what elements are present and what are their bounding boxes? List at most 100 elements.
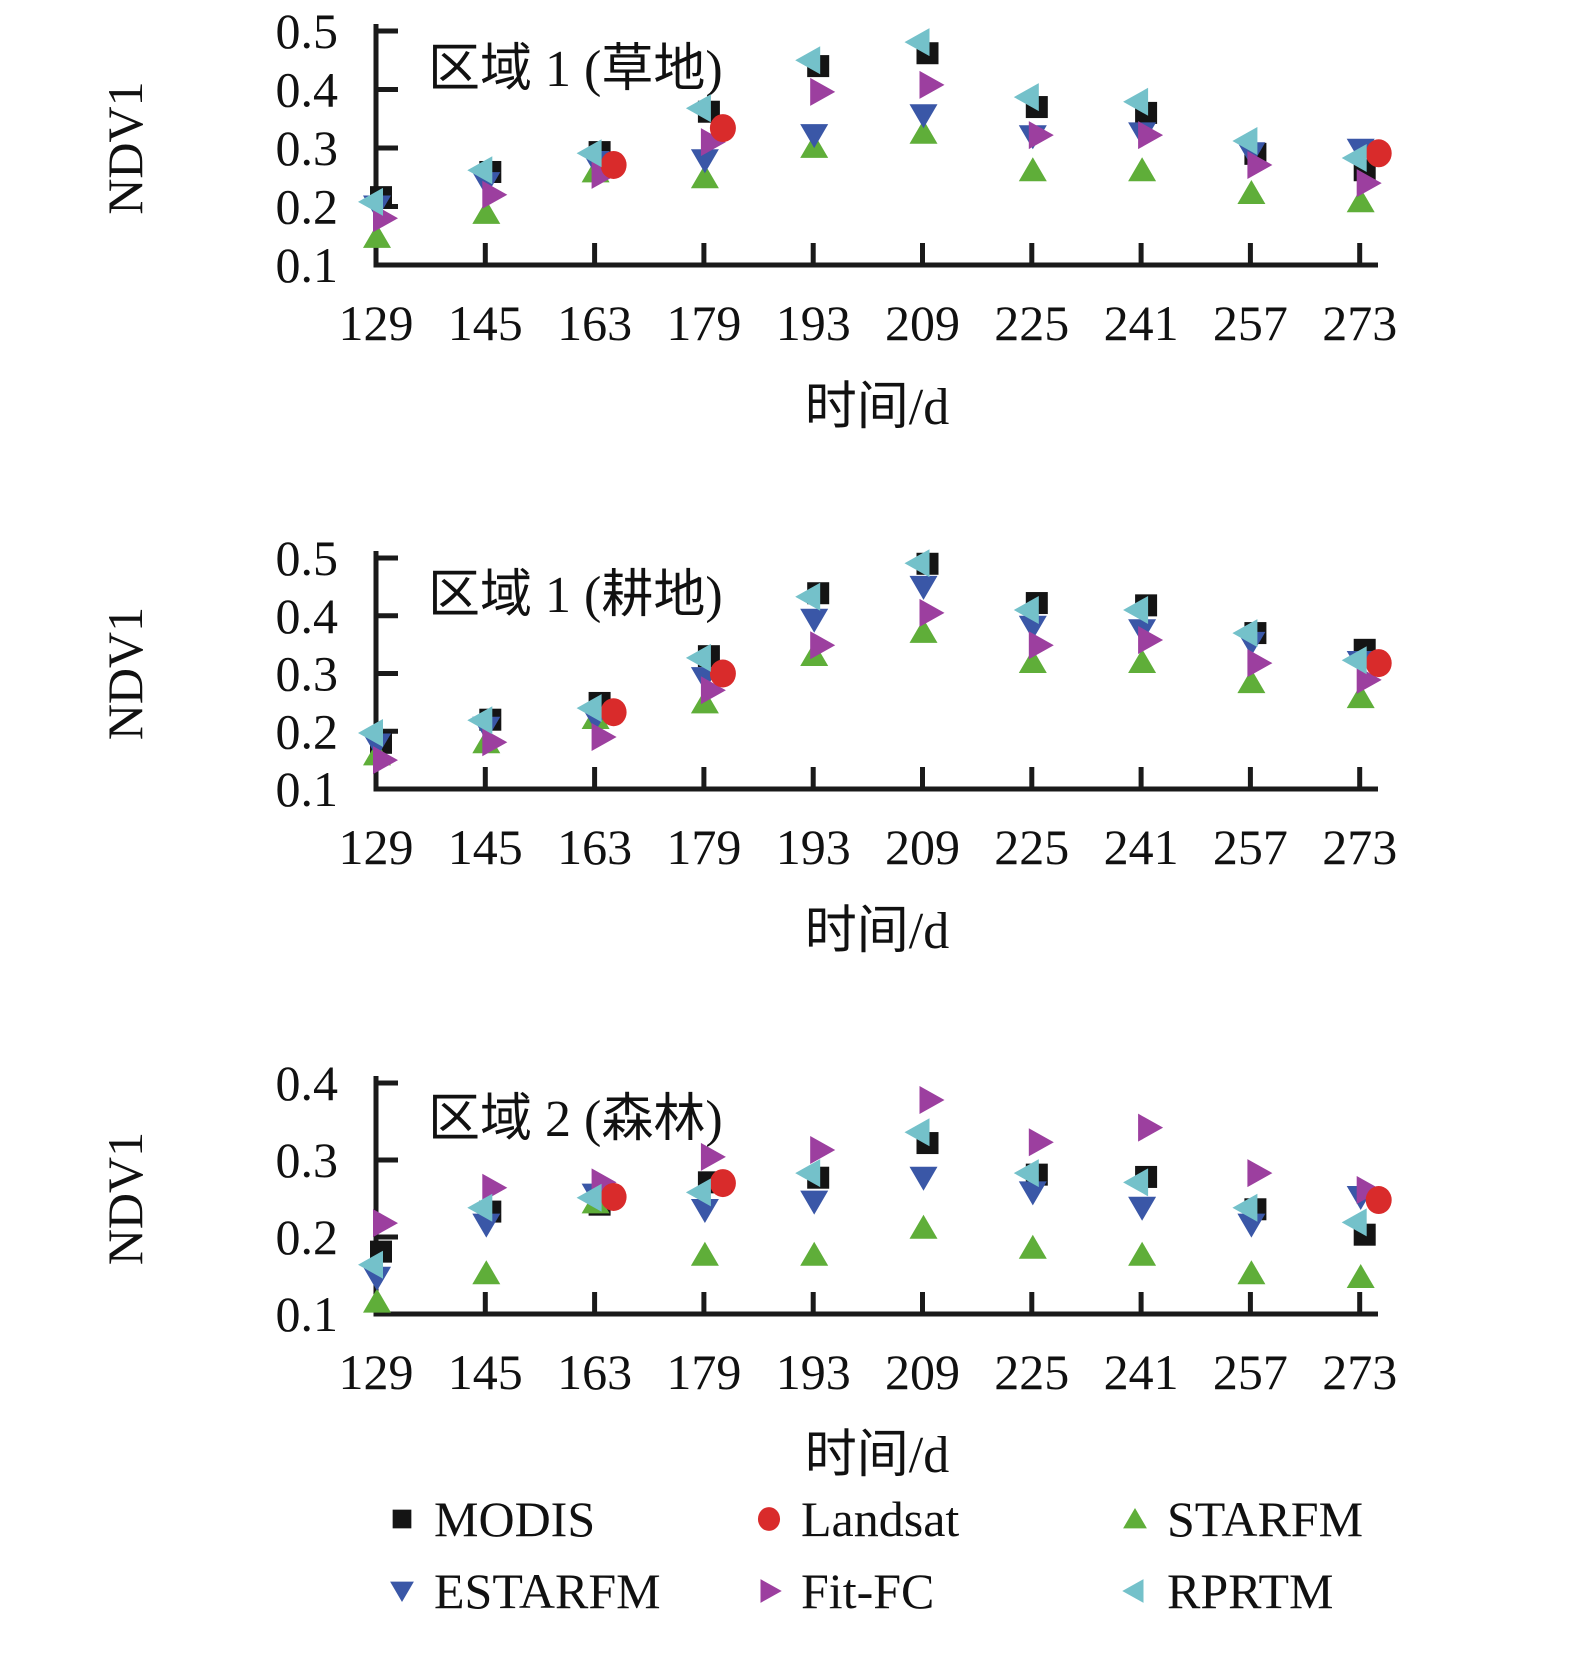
data-point-fit-fc (1247, 649, 1273, 678)
y-tick-label: 0.2 (276, 179, 339, 235)
starfm-triangle-up-icon (1123, 1507, 1147, 1529)
data-point-fit-fc (1138, 1113, 1164, 1142)
data-point-fit-fc (1247, 1159, 1273, 1188)
data-point-rprtm (358, 1250, 383, 1279)
data-point-estarfm (909, 104, 938, 129)
x-tick-label: 257 (1213, 819, 1288, 875)
data-point-estarfm (800, 608, 829, 633)
y-tick-label: 0.4 (276, 62, 339, 118)
x-tick-label: 209 (885, 295, 960, 351)
data-point-rprtm (904, 1118, 930, 1147)
chart-3: 0.1 0.2 0.3 0.4 129 145 163 179 193 209 225 241 257 2… (97, 1055, 1397, 1484)
data-point-fit-fc (810, 631, 836, 660)
legend-label-fitfc: Fit-FC (801, 1563, 935, 1619)
data-point-rprtm (1013, 595, 1039, 624)
data-point-fit-fc (919, 598, 945, 627)
x-axis-title: 时间/d (805, 379, 949, 436)
data-point-fit-fc (700, 1142, 726, 1171)
data-point-fit-fc (700, 676, 726, 705)
data-point-fit-fc (1247, 150, 1273, 179)
plot-title: 区域 1 (草地) (428, 41, 723, 98)
x-tick-label: 193 (776, 819, 851, 875)
data-point-rprtm (1232, 619, 1258, 648)
data-point-fit-fc (482, 728, 508, 757)
data-point-starfm (1346, 1264, 1375, 1289)
data-point-starfm (800, 1241, 829, 1266)
data-point-starfm (1237, 1260, 1266, 1285)
data-point-landsat (1365, 649, 1392, 678)
plot-title: 区域 2 (森林) (428, 1091, 723, 1148)
chart-1: 0.10.20.30.40.5 129 145 163 179 193 209 225 241 2… (97, 3, 1397, 436)
data-point-fit-fc (1028, 121, 1054, 150)
data-points (358, 1085, 1392, 1313)
y-tick-label: 0.3 (276, 120, 339, 176)
data-point-fit-fc (1138, 121, 1164, 150)
data-point-landsat (709, 114, 736, 143)
data-point-starfm (1128, 157, 1157, 182)
x-tick-label: 179 (666, 1344, 741, 1400)
x-tick-label: 225 (994, 819, 1069, 875)
data-point-landsat (600, 698, 627, 727)
legend-item-starfm: STARFM (1116, 1494, 1363, 1544)
y-tick-label: 0.1 (276, 237, 339, 293)
y-axis-title: NDV1 (97, 607, 153, 740)
x-tick-label: 193 (776, 1344, 851, 1400)
x-tick-label: 209 (885, 819, 960, 875)
data-point-rprtm (1013, 1159, 1039, 1188)
y-tick-label: 0.2 (276, 1209, 339, 1265)
y-tick-label: 0.1 (276, 761, 339, 817)
x-tick-label: 241 (1104, 819, 1179, 875)
data-point-fit-fc (1356, 169, 1382, 198)
x-tick-label: 241 (1104, 295, 1179, 351)
y-tick-label: 0.2 (276, 703, 339, 759)
data-point-landsat (709, 659, 736, 688)
data-point-rprtm (576, 694, 602, 723)
data-point-rprtm (576, 1183, 602, 1212)
data-point-rprtm (467, 706, 493, 735)
data-points (358, 549, 1392, 775)
legend-item-landsat: Landsat (750, 1494, 959, 1544)
x-tick-label: 225 (994, 295, 1069, 351)
data-point-starfm (909, 119, 938, 144)
data-point-rprtm (467, 1193, 493, 1222)
data-point-estarfm (800, 1190, 829, 1215)
rprtm-triangle-left-icon (1122, 1579, 1144, 1603)
x-tick-label: 273 (1322, 295, 1397, 351)
data-point-rprtm (358, 718, 383, 747)
data-point-landsat (600, 1182, 627, 1211)
data-point-starfm (1018, 648, 1047, 673)
data-point-fit-fc (1356, 665, 1382, 694)
data-point-rprtm (1341, 646, 1367, 675)
legend-item-estarfm: ESTARFM (383, 1566, 661, 1616)
fitfc-triangle-right-icon (760, 1579, 782, 1603)
x-axis-title: 时间/d (805, 903, 949, 960)
x-axis-title: 时间/d (805, 1427, 949, 1484)
landsat-circle-icon (757, 1507, 781, 1531)
data-point-fit-fc (700, 128, 726, 157)
data-point-starfm (1128, 648, 1157, 673)
data-point-starfm (1128, 1241, 1157, 1266)
data-point-landsat (709, 1169, 736, 1198)
data-point-landsat (1365, 139, 1392, 168)
data-point-rprtm (685, 643, 711, 672)
data-point-rprtm (576, 139, 602, 168)
data-point-estarfm (1237, 1213, 1266, 1238)
data-point-starfm (1346, 684, 1375, 709)
data-point-starfm (472, 199, 501, 224)
data-point-fit-fc (1356, 1176, 1382, 1205)
y-tick-label: 0.5 (276, 530, 339, 586)
chart-2: 0.10.20.30.40.5 129 145 163 179 193 209 225 241 2… (97, 530, 1397, 960)
data-point-starfm (690, 164, 719, 189)
data-point-estarfm (909, 575, 938, 600)
data-point-estarfm (472, 1213, 501, 1238)
x-tick-label: 163 (557, 295, 632, 351)
x-tick-label: 179 (666, 295, 741, 351)
data-point-rprtm (1123, 1168, 1149, 1197)
legend-item-modis: MODIS (383, 1494, 595, 1544)
data-point-fit-fc (1028, 631, 1054, 660)
data-point-starfm (1237, 669, 1266, 694)
y-tick-label: 0.3 (276, 646, 339, 702)
data-point-rprtm (795, 582, 821, 611)
